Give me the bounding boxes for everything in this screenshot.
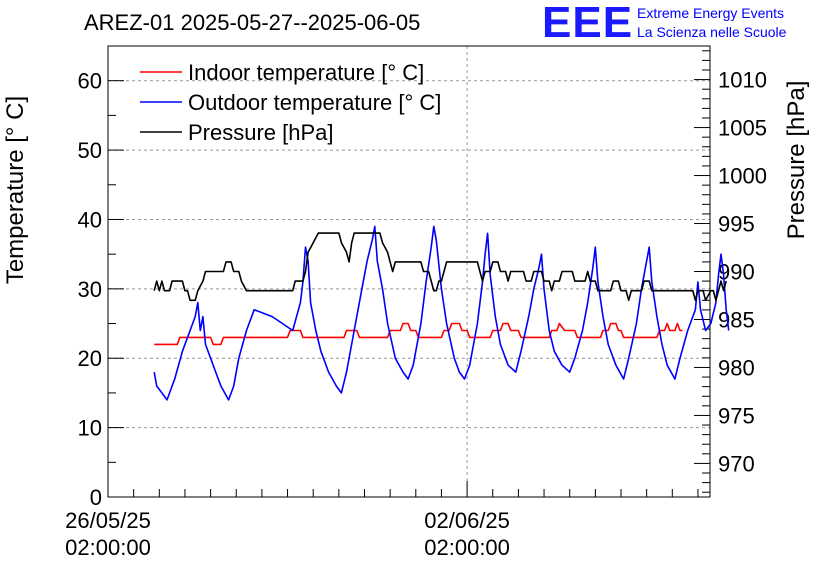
y-tick-label-right: 975 — [718, 403, 755, 428]
y-tick-label-left: 50 — [78, 138, 102, 163]
y-tick-label-right: 985 — [718, 307, 755, 332]
eee-logo: EEE — [542, 0, 634, 47]
x-tick-date: 02/06/25 — [424, 508, 510, 533]
y-tick-label-left: 40 — [78, 207, 102, 232]
eee-logo-text: Extreme Energy Events La Scienza nelle S… — [637, 4, 786, 42]
x-tick-time: 02:00:00 — [424, 535, 510, 560]
y-tick-label-left: 30 — [78, 277, 102, 302]
x-tick-label: 26/05/25 02:00:00 — [48, 507, 168, 561]
y-tick-label-left: 60 — [78, 69, 102, 94]
y-tick-label-right: 970 — [718, 451, 755, 476]
series-line — [154, 322, 683, 346]
series-line — [153, 232, 727, 302]
y-tick-label-right: 980 — [718, 355, 755, 380]
y-tick-label-left: 10 — [78, 416, 102, 441]
y-tick-label-left: 0 — [90, 485, 102, 510]
x-tick-label: 02/06/25 02:00:00 — [407, 507, 527, 561]
legend-label: Pressure [hPa] — [188, 120, 334, 145]
y-tick-label-right: 995 — [718, 212, 755, 237]
series-line — [153, 225, 730, 401]
x-tick-time: 02:00:00 — [65, 535, 151, 560]
y-tick-label-right: 1005 — [718, 116, 767, 141]
chart-title: AREZ-01 2025-05-27--2025-06-05 — [84, 10, 421, 35]
y-tick-label-left: 20 — [78, 346, 102, 371]
x-tick-date: 26/05/25 — [65, 508, 151, 533]
legend-label: Outdoor temperature [° C] — [188, 90, 441, 115]
y-tick-label-right: 1000 — [718, 164, 767, 189]
logo-line-1: Extreme Energy Events — [637, 5, 785, 21]
logo-line-2: La Scienza nelle Scuole — [637, 24, 787, 40]
y-tick-label-right: 1010 — [718, 68, 767, 93]
legend-label: Indoor temperature [° C] — [188, 60, 424, 85]
